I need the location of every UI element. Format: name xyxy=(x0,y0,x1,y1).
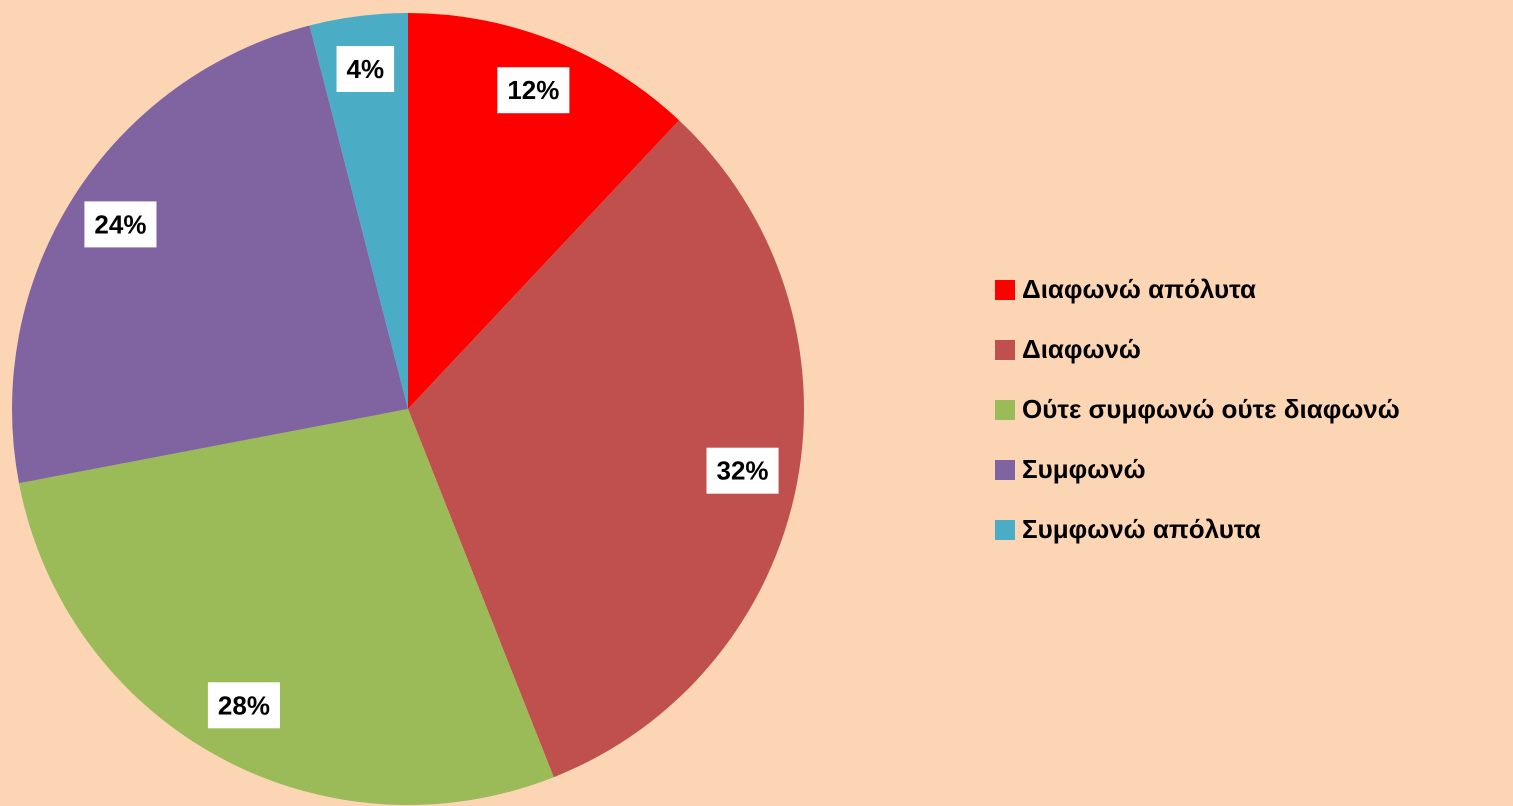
data-label-box xyxy=(207,682,280,729)
data-label-box xyxy=(336,46,395,93)
legend-swatch xyxy=(995,340,1015,360)
legend-swatch xyxy=(995,520,1015,540)
legend-swatch xyxy=(995,460,1015,480)
legend-label: Διαφωνώ απόλυτα xyxy=(1022,274,1256,304)
data-label: 32% xyxy=(706,447,779,494)
pie-slice xyxy=(309,13,408,409)
legend-label: Ούτε συμφωνώ ούτε διαφωνώ xyxy=(1022,394,1400,424)
data-label-text: 4% xyxy=(347,54,385,84)
data-label-box xyxy=(84,201,157,248)
legend-label: Συμφωνώ xyxy=(1022,454,1146,484)
pie-slice xyxy=(408,120,805,778)
data-label: 28% xyxy=(207,682,280,729)
legend-label: Διαφωνώ xyxy=(1022,334,1141,364)
data-label-box xyxy=(497,67,570,114)
pie-slice xyxy=(11,25,409,484)
data-label-text: 12% xyxy=(507,75,559,105)
pie-slice xyxy=(408,13,680,409)
data-label-text: 24% xyxy=(94,209,146,239)
data-label-text: 32% xyxy=(717,456,769,486)
legend-label: Συμφωνώ απόλυτα xyxy=(1022,514,1261,544)
data-label: 12% xyxy=(497,67,570,114)
legend-swatch xyxy=(995,400,1015,420)
data-label-text: 28% xyxy=(218,690,270,720)
legend-swatch xyxy=(995,280,1015,300)
data-label: 4% xyxy=(336,46,395,93)
pie-slice xyxy=(19,409,554,805)
data-label-box xyxy=(706,447,779,494)
data-label: 24% xyxy=(84,201,157,248)
